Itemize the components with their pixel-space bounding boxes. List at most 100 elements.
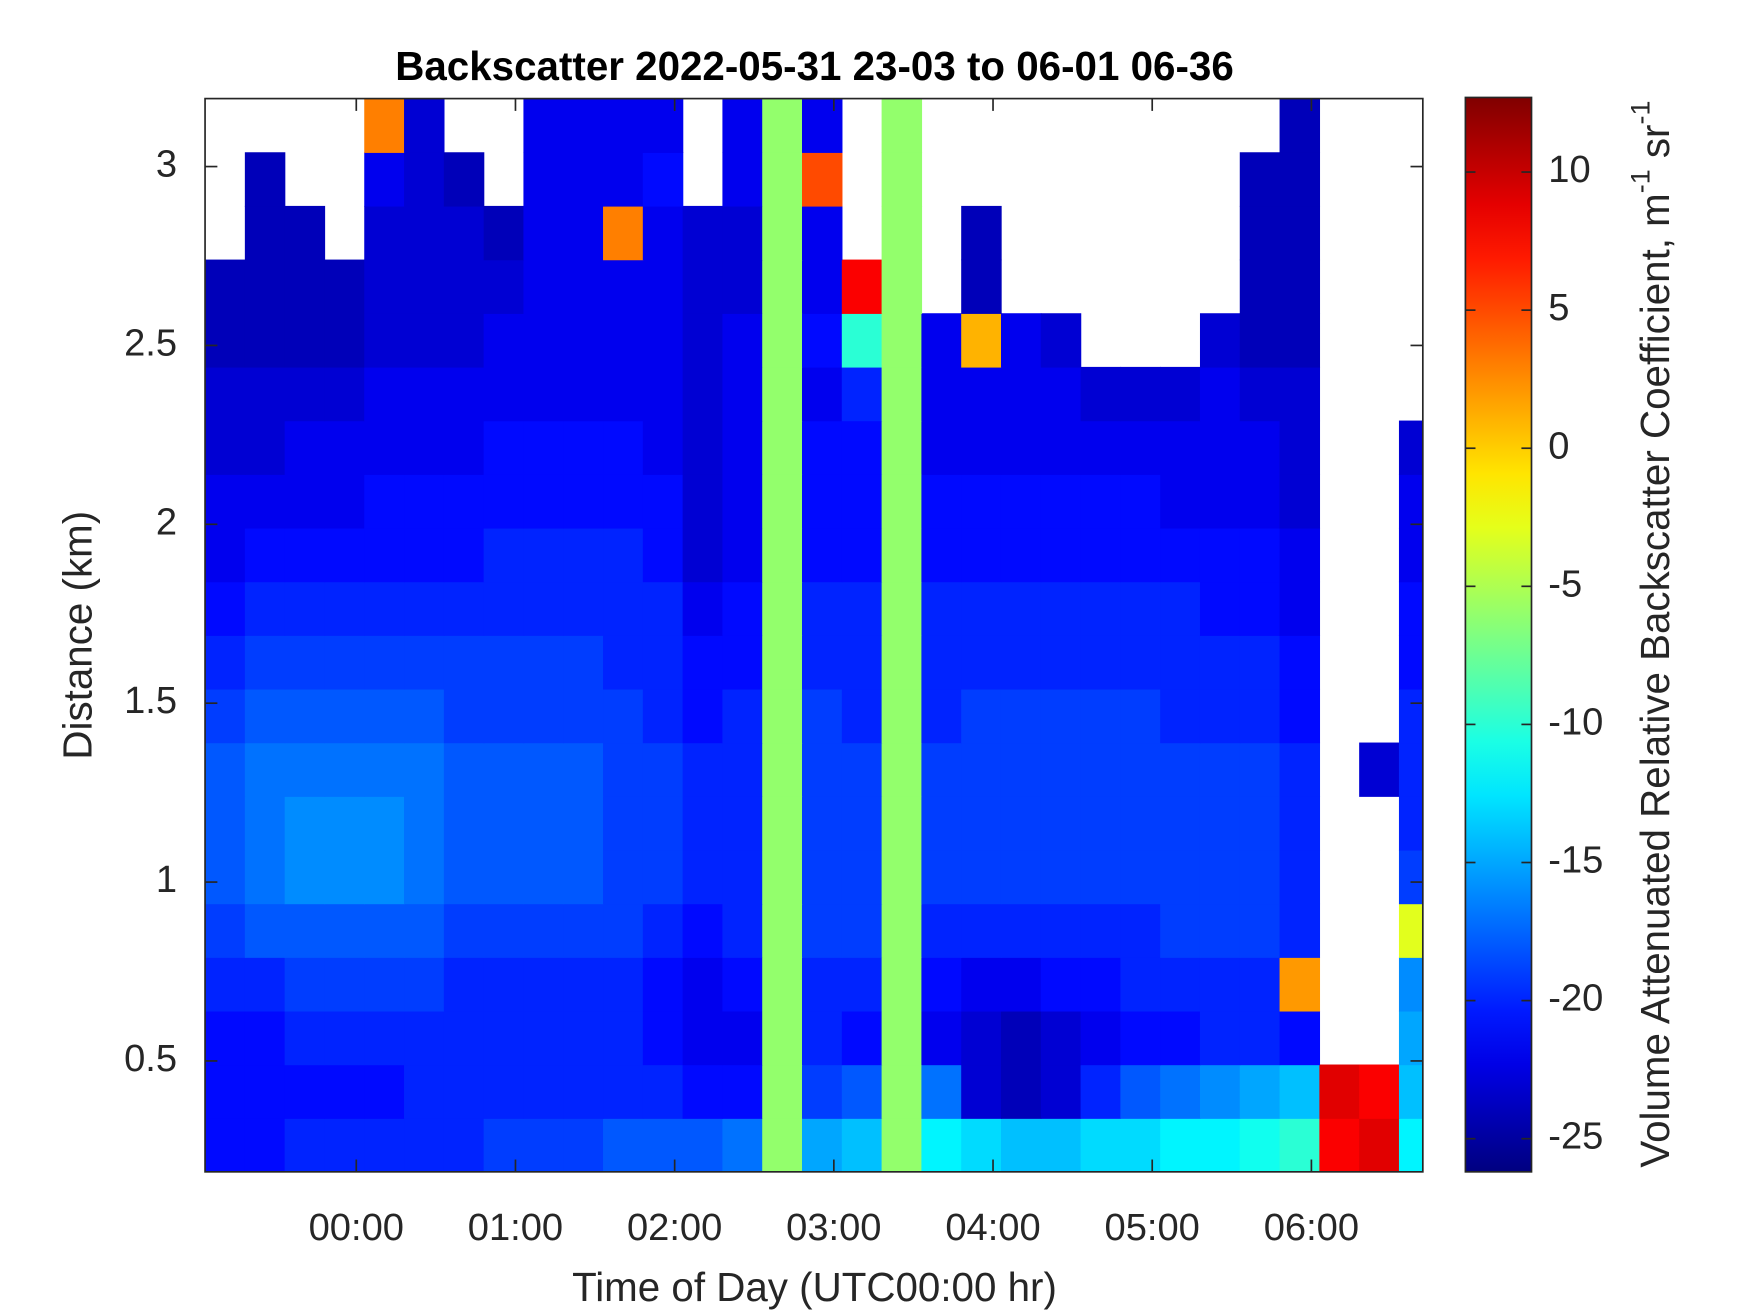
heatmap-cell	[881, 152, 923, 207]
heatmap-cell	[881, 742, 923, 797]
heatmap-cell	[284, 259, 326, 314]
heatmap-cell	[483, 957, 525, 1012]
heatmap-cell	[284, 313, 326, 368]
colorbar-tick-label: 0	[1548, 425, 1569, 467]
heatmap-cell	[563, 635, 604, 690]
heatmap-cell	[802, 420, 843, 475]
heatmap-cell	[1120, 688, 1161, 744]
heatmap-cell	[1279, 581, 1321, 636]
heatmap-cell	[523, 474, 564, 529]
y-tick-label: 3	[156, 144, 177, 186]
heatmap-cell	[1080, 366, 1122, 422]
heatmap-cell	[205, 581, 246, 636]
heatmap-cell	[443, 527, 485, 583]
heatmap-cell	[961, 903, 1002, 958]
colorbar-tick-label: -10	[1548, 701, 1603, 743]
heatmap-cell	[642, 98, 684, 153]
heatmap-cell	[563, 420, 604, 475]
heatmap-cell	[762, 742, 803, 797]
heatmap-cell	[205, 957, 246, 1012]
heatmap-cell	[1398, 957, 1423, 1012]
heatmap-cell	[364, 152, 405, 207]
heatmap-cell	[1239, 366, 1281, 422]
heatmap-cell	[802, 1064, 843, 1119]
heatmap-cell	[1080, 796, 1122, 851]
heatmap-cell	[1080, 1064, 1122, 1119]
heatmap-cell	[961, 205, 1002, 261]
heatmap-cell	[1279, 420, 1321, 475]
heatmap-cell	[404, 98, 445, 153]
heatmap-cell	[722, 688, 763, 744]
heatmap-cell	[523, 903, 564, 958]
heatmap-cell	[802, 152, 843, 207]
heatmap-cell	[483, 742, 525, 797]
heatmap-cell	[404, 903, 445, 958]
heatmap-cell	[762, 1064, 803, 1119]
heatmap-cell	[443, 259, 485, 314]
heatmap-cell	[244, 903, 286, 958]
heatmap-cell	[841, 527, 883, 583]
colorbar-label: Volume Attenuated Relative Backscatter C…	[1626, 101, 1678, 1168]
heatmap-cell	[642, 957, 684, 1012]
heatmap-cell	[762, 796, 803, 851]
heatmap-cell	[762, 313, 803, 368]
heatmap-cell	[523, 313, 564, 368]
heatmap-cell	[483, 581, 525, 636]
heatmap-cell	[1160, 796, 1201, 851]
heatmap-cell	[1040, 527, 1082, 583]
heatmap-cell	[205, 527, 246, 583]
heatmap-cell	[1199, 420, 1241, 475]
heatmap-cell	[1239, 527, 1281, 583]
heatmap-cell	[284, 796, 326, 851]
heatmap-cell	[244, 581, 286, 636]
heatmap-cell	[722, 152, 763, 207]
heatmap-cell	[762, 98, 803, 153]
heatmap-cell	[802, 957, 843, 1012]
heatmap-cell	[1080, 957, 1122, 1012]
colorbar-tick-label: -5	[1548, 563, 1582, 605]
x-tick-label: 06:00	[1264, 1207, 1359, 1249]
heatmap-cell	[1279, 313, 1321, 368]
heatmap-cell	[284, 849, 326, 905]
heatmap-cell	[324, 420, 365, 475]
heatmap-cell	[1398, 474, 1423, 529]
heatmap-cell	[762, 259, 803, 314]
heatmap-cell	[284, 1064, 326, 1119]
heatmap-cell	[1000, 796, 1042, 851]
heatmap-cell	[642, 1118, 684, 1172]
heatmap-cell	[244, 259, 286, 314]
heatmap-cell	[603, 366, 644, 422]
heatmap-cell	[1199, 366, 1241, 422]
colorbar-tick-label: -15	[1548, 840, 1603, 882]
heatmap-cell	[1120, 957, 1161, 1012]
heatmap-cell	[443, 742, 485, 797]
heatmap-cell	[642, 205, 684, 261]
heatmap-cell	[563, 313, 604, 368]
colorbar-label-text: sr	[1632, 125, 1678, 170]
heatmap-cell	[921, 313, 962, 368]
heatmap-cell	[1199, 1118, 1241, 1172]
y-tick-label: 1	[156, 859, 177, 901]
heatmap-cell	[921, 903, 962, 958]
heatmap-cell	[443, 205, 485, 261]
heatmap-cell	[563, 688, 604, 744]
heatmap-cell	[364, 635, 405, 690]
heatmap-cell	[881, 903, 923, 958]
heatmap-cell	[603, 688, 644, 744]
heatmap-cell	[443, 474, 485, 529]
heatmap-cell	[1239, 420, 1281, 475]
heatmap-cell	[642, 152, 684, 207]
heatmap-cell	[205, 742, 246, 797]
heatmap-cell	[404, 527, 445, 583]
heatmap-cell	[364, 474, 405, 529]
heatmap-cell	[1000, 366, 1042, 422]
heatmap-cell	[1080, 903, 1122, 958]
heatmap-cell	[324, 957, 365, 1012]
heatmap-cell	[722, 366, 763, 422]
heatmap-cell	[1120, 581, 1161, 636]
heatmap-cell	[603, 152, 644, 207]
heatmap-cell	[1239, 313, 1281, 368]
heatmap-cell	[881, 581, 923, 636]
heatmap-cell	[443, 581, 485, 636]
heatmap-cell	[1120, 527, 1161, 583]
